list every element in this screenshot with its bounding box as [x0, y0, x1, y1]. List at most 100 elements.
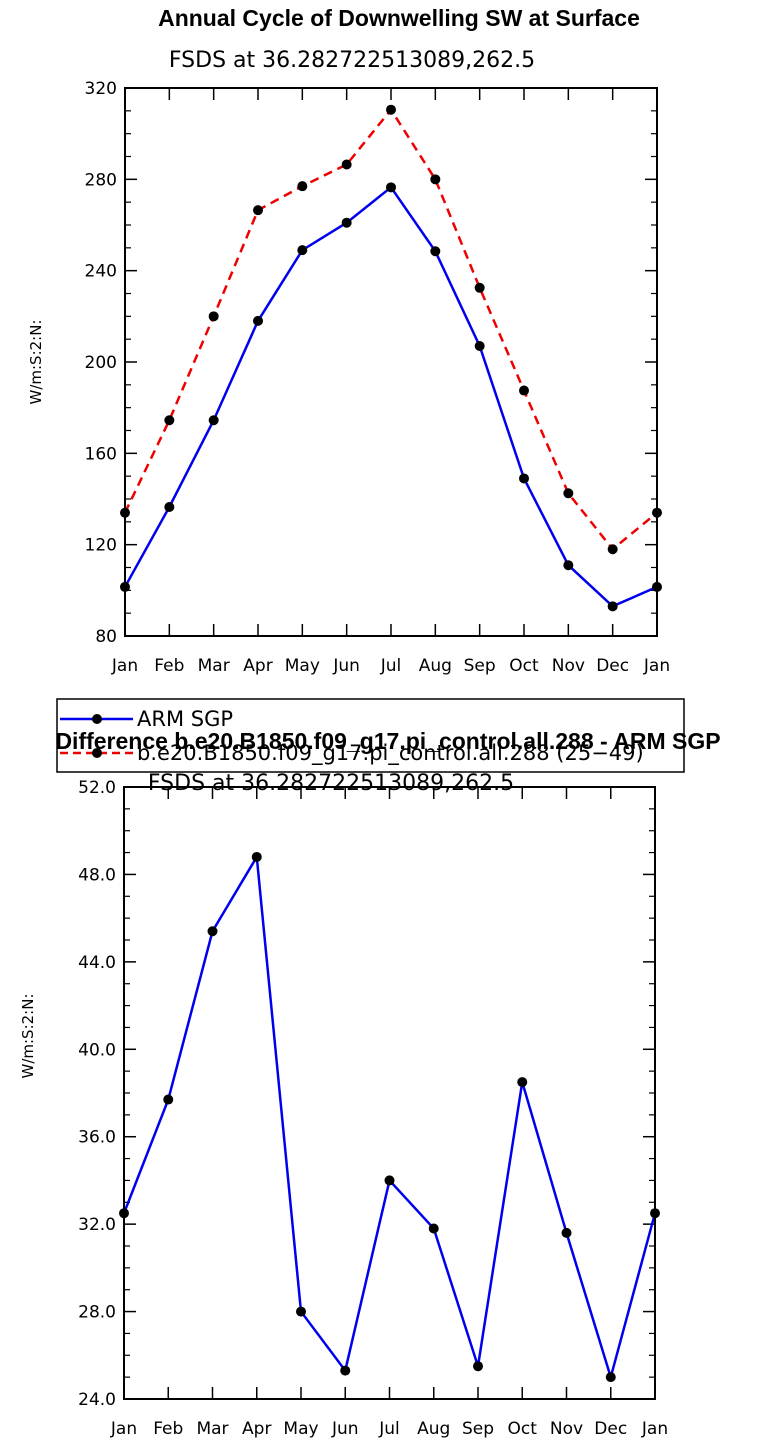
data-point	[384, 1175, 395, 1186]
data-point	[605, 1372, 616, 1383]
data-point	[164, 501, 175, 512]
x-tick-label: Apr	[242, 1419, 271, 1439]
data-point	[473, 1361, 483, 1372]
y-tick-label: 200	[85, 353, 117, 373]
x-tick-label: Jun	[331, 1419, 359, 1439]
x-tick-label: Jul	[378, 1419, 400, 1439]
annual-cycle-chart: Annual Cycle of Downwelling SW at Surfac…	[27, 5, 670, 676]
data-point	[340, 1365, 351, 1376]
y-tick-label: 160	[85, 444, 117, 464]
x-tick-label: Apr	[243, 656, 272, 676]
data-point	[208, 415, 219, 426]
plot-area	[120, 104, 662, 612]
x-tick-label: Sep	[464, 656, 496, 676]
data-point	[297, 245, 308, 256]
data-point	[164, 415, 175, 426]
x-axis-ticks: Jan Feb Mar Apr May Jun Jul Aug Sep Oct Nov Dec Jan	[111, 88, 670, 676]
y-axis-label: W/m:S:2:N:	[19, 994, 37, 1079]
data-point	[208, 311, 219, 322]
legend-item-model: b.e20.B1850.f09_g17.pi_control.all.288 (…	[60, 741, 644, 766]
x-tick-label: Mar	[198, 656, 230, 676]
y-tick-label: 36.0	[78, 1128, 116, 1148]
x-tick-label: Nov	[550, 1419, 583, 1439]
x-tick-label: Feb	[154, 656, 184, 676]
y-tick-label: 48.0	[78, 865, 116, 885]
y-tick-label: 32.0	[78, 1215, 116, 1235]
x-tick-label: Mar	[196, 1419, 228, 1439]
data-point	[517, 1077, 528, 1088]
plot-area	[119, 851, 660, 1383]
data-point	[386, 182, 396, 193]
legend-item-arm-sgp: ARM SGP	[60, 707, 233, 731]
x-axis-ticks: Jan Feb Mar Apr May Jun Jul Aug Sep Oct Nov Dec Jan	[110, 787, 668, 1439]
legend-label: ARM SGP	[137, 707, 233, 731]
data-point	[430, 174, 441, 185]
y-axis-ticks: 24.0 28.0 32.0 36.0 40.0 44.0 48.0 52.0	[78, 778, 655, 1410]
data-point	[607, 544, 618, 555]
data-point	[430, 246, 441, 257]
chart-title: Annual Cycle of Downwelling SW at Surfac…	[158, 5, 640, 31]
data-point	[253, 315, 263, 326]
x-tick-label: Dec	[596, 656, 629, 676]
data-point	[297, 181, 308, 192]
data-point	[561, 1227, 572, 1238]
x-tick-label: Aug	[419, 656, 452, 676]
y-tick-label: 320	[85, 79, 117, 99]
y-tick-label: 52.0	[78, 778, 116, 798]
x-tick-label: Jan	[643, 656, 670, 676]
data-point	[341, 159, 352, 170]
data-point	[428, 1223, 439, 1234]
x-tick-label: Dec	[594, 1419, 627, 1439]
series-line-0	[123, 185, 658, 608]
data-point	[519, 473, 529, 484]
data-point	[563, 488, 574, 499]
x-tick-label: Sep	[462, 1419, 494, 1439]
data-point	[296, 1306, 306, 1317]
legend: ARM SGP b.e20.B1850.f09_g17.pi_control.a…	[56, 698, 685, 773]
legend-swatch-marker	[92, 748, 102, 758]
series-line-1	[123, 107, 658, 552]
x-tick-label: Nov	[552, 656, 585, 676]
plot-frame	[123, 786, 656, 1400]
x-tick-label: Jan	[111, 656, 138, 676]
data-point	[253, 205, 263, 216]
x-tick-label: Jun	[332, 656, 360, 676]
data-point	[563, 560, 574, 571]
y-tick-label: 44.0	[78, 953, 116, 973]
x-tick-label: May	[285, 656, 320, 676]
legend-swatch-marker	[92, 714, 102, 724]
data-point	[607, 601, 618, 612]
plot-frame	[124, 87, 658, 637]
y-tick-label: 240	[85, 262, 117, 282]
y-tick-label: 24.0	[78, 1390, 116, 1410]
x-tick-label: Feb	[153, 1419, 183, 1439]
data-point	[386, 104, 396, 115]
data-point	[519, 385, 529, 396]
y-tick-label: 80	[95, 627, 117, 647]
y-tick-label: 120	[85, 536, 117, 556]
y-tick-label: 28.0	[78, 1303, 116, 1323]
chart-subtitle: FSDS at 36.282722513089,262.5	[148, 771, 514, 796]
data-point	[251, 851, 262, 862]
data-point	[163, 1094, 174, 1105]
y-tick-label: 40.0	[78, 1040, 116, 1060]
y-axis-label: W/m:S:2:N:	[27, 320, 45, 405]
y-tick-label: 280	[85, 170, 117, 190]
data-point	[474, 341, 485, 352]
x-tick-label: Jan	[110, 1419, 137, 1439]
x-tick-label: May	[283, 1419, 318, 1439]
chart-subtitle: FSDS at 36.282722513089,262.5	[169, 48, 535, 73]
series-line-0	[122, 853, 657, 1382]
x-tick-label: Aug	[417, 1419, 450, 1439]
legend-label: b.e20.B1850.f09_g17.pi_control.all.288 (…	[137, 741, 644, 766]
chart-title: Difference b.e20.B1850.f09_g17.pi_contro…	[55, 728, 720, 754]
data-point	[341, 217, 352, 228]
x-tick-label: Jan	[641, 1419, 668, 1439]
y-axis-ticks: 80 120 160 200 240 280 320	[85, 79, 657, 647]
data-point	[474, 282, 485, 293]
x-tick-label: Jul	[380, 656, 402, 676]
data-point	[207, 926, 218, 937]
difference-chart: Difference b.e20.B1850.f09_g17.pi_contro…	[19, 728, 721, 1439]
x-tick-label: Oct	[508, 1419, 538, 1439]
